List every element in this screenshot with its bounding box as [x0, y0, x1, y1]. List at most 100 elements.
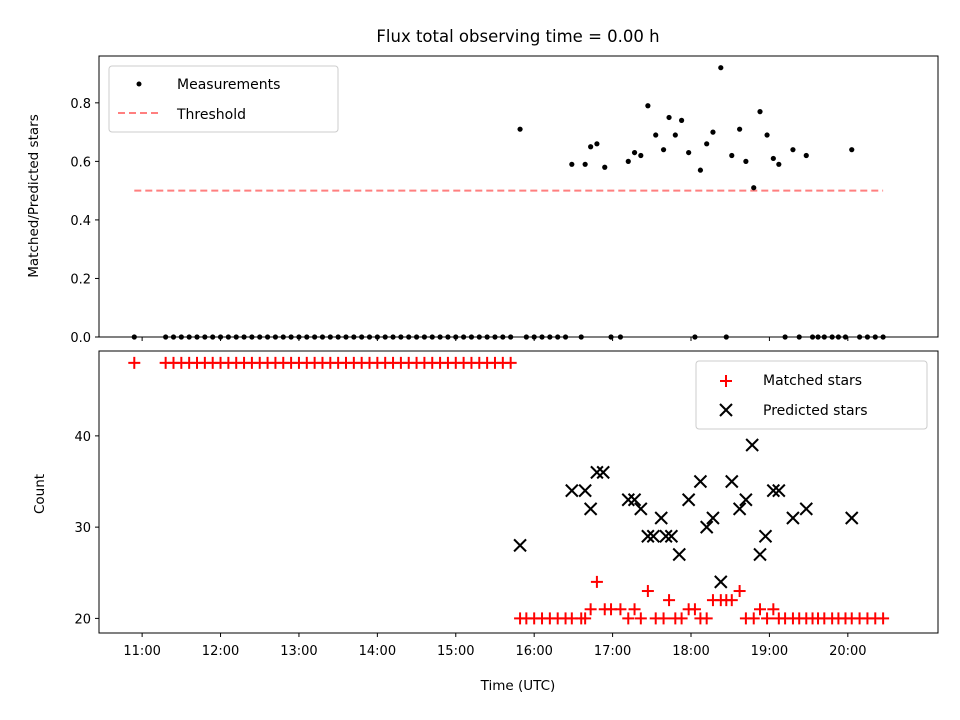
top-legend-frame: [108, 65, 339, 133]
predicted-star-point: [583, 502, 598, 516]
matched-star-point: [641, 585, 654, 598]
top-axes-frame: [98, 55, 939, 338]
measurement-point: [660, 147, 667, 153]
measurement-point: [666, 114, 672, 121]
measurement-point: [602, 164, 608, 170]
matched-star-point: [504, 356, 517, 369]
predicted-star-point: [732, 502, 747, 516]
predicted-star-point: [758, 529, 773, 543]
bottom-x-tick-label: 17:00: [594, 644, 631, 659]
bottom-y-tick-label: 40: [74, 430, 91, 445]
predicted-star-point: [681, 493, 696, 507]
bottom-x-tick-label: 14:00: [359, 644, 396, 659]
measurement-point: [729, 152, 735, 159]
matched-star-point: [700, 612, 713, 625]
measurement-point: [704, 141, 710, 147]
predicted-star-point: [634, 502, 648, 516]
matched-star-point: [628, 603, 641, 616]
measurement-point: [645, 103, 651, 109]
legend-predicted-marker: [719, 403, 733, 417]
predicted-star-point: [753, 547, 767, 562]
measurement-point: [710, 129, 716, 135]
matched-star-point: [733, 585, 746, 598]
matched-star-point: [767, 603, 780, 616]
chart-title: Flux total observing time = 0.00 h: [376, 27, 659, 46]
matched-star-point: [622, 612, 635, 625]
predicted-star-point: [745, 438, 759, 452]
matched-star-point: [634, 612, 647, 625]
predicted-star-point: [672, 547, 686, 562]
bottom-x-tick-label: 15:00: [437, 644, 474, 659]
predicted-star-point: [513, 538, 527, 553]
matched-star-point: [754, 603, 767, 616]
legend-threshold-label: Threshold: [176, 107, 246, 123]
measurement-point: [849, 147, 855, 153]
predicted-star-point: [845, 511, 859, 525]
predicted-star-point: [725, 474, 739, 489]
matched-star-point: [657, 612, 670, 625]
matched-star-point: [747, 612, 760, 625]
top-legend: Measurements Threshold: [108, 65, 339, 133]
measurement-point: [638, 152, 644, 159]
top-y-tick-label: 0.4: [70, 214, 91, 229]
matched-star-point: [614, 603, 627, 616]
predicted-star-point: [646, 529, 661, 543]
matched-stars-layer: [128, 356, 890, 625]
top-y-axis: 0.0 0.2 0.4 0.6 0.8: [70, 97, 99, 346]
bottom-y-tick-label: 30: [74, 521, 91, 536]
matched-star-point: [688, 603, 701, 616]
top-y-tick-label: 0.0: [70, 331, 91, 346]
measurement-point: [697, 167, 704, 173]
predicted-star-point: [596, 465, 610, 480]
matched-star-point: [584, 603, 597, 616]
bottom-y-axis-label: Count: [32, 474, 48, 514]
bottom-x-tick-label: 20:00: [829, 644, 866, 659]
predicted-star-point: [786, 511, 800, 525]
measurement-point: [743, 158, 749, 164]
measurements-layer: [131, 65, 886, 340]
measurement-point: [737, 126, 743, 132]
predicted-star-point: [706, 511, 720, 525]
top-y-tick-label: 0.6: [70, 155, 91, 170]
measurement-point: [569, 161, 575, 167]
matched-star-point: [761, 612, 774, 625]
bottom-y-axis: 20 30 40: [74, 430, 99, 627]
measurement-point: [582, 161, 588, 167]
bottom-axes-frame: [98, 350, 939, 634]
measurement-point: [517, 126, 523, 132]
predicted-star-point: [693, 474, 708, 489]
measurement-point: [653, 132, 659, 138]
predicted-star-point: [799, 502, 813, 516]
predicted-star-point: [714, 575, 728, 589]
measurement-point: [672, 132, 678, 138]
measurement-point: [803, 152, 809, 159]
predicted-star-point: [578, 483, 592, 498]
measurement-point: [764, 132, 770, 138]
matched-star-point: [579, 612, 592, 625]
predicted-star-point: [699, 520, 714, 534]
matched-star-point: [590, 575, 603, 588]
measurement-point: [790, 147, 796, 153]
x-axis-label: Time (UTC): [480, 678, 556, 694]
legend-matched-marker: [720, 375, 732, 387]
predicted-star-point: [739, 493, 753, 507]
measurement-point: [594, 141, 600, 147]
bottom-x-tick-label: 11:00: [123, 644, 160, 659]
predicted-star-point: [659, 529, 673, 543]
top-x-axis-ticks: [141, 337, 849, 341]
predicted-star-point: [766, 483, 781, 498]
legend-measurements-marker: [136, 81, 142, 87]
predicted-star-point: [565, 483, 579, 498]
matched-star-point: [675, 612, 688, 625]
legend-matched-label: Matched stars: [763, 373, 862, 389]
bottom-x-axis: 11:00 12:00 13:00 14:00 15:00 16:00 17:00 18:00…: [123, 633, 867, 659]
measurement-point: [770, 155, 776, 162]
bottom-x-tick-label: 13:00: [280, 644, 317, 659]
measurement-point: [686, 149, 692, 156]
predicted-star-point: [654, 511, 668, 525]
bottom-legend: Matched stars Predicted stars: [695, 360, 928, 430]
matched-star-point: [877, 612, 890, 625]
matched-star-point: [128, 356, 141, 369]
bottom-y-tick-label: 20: [74, 612, 91, 627]
